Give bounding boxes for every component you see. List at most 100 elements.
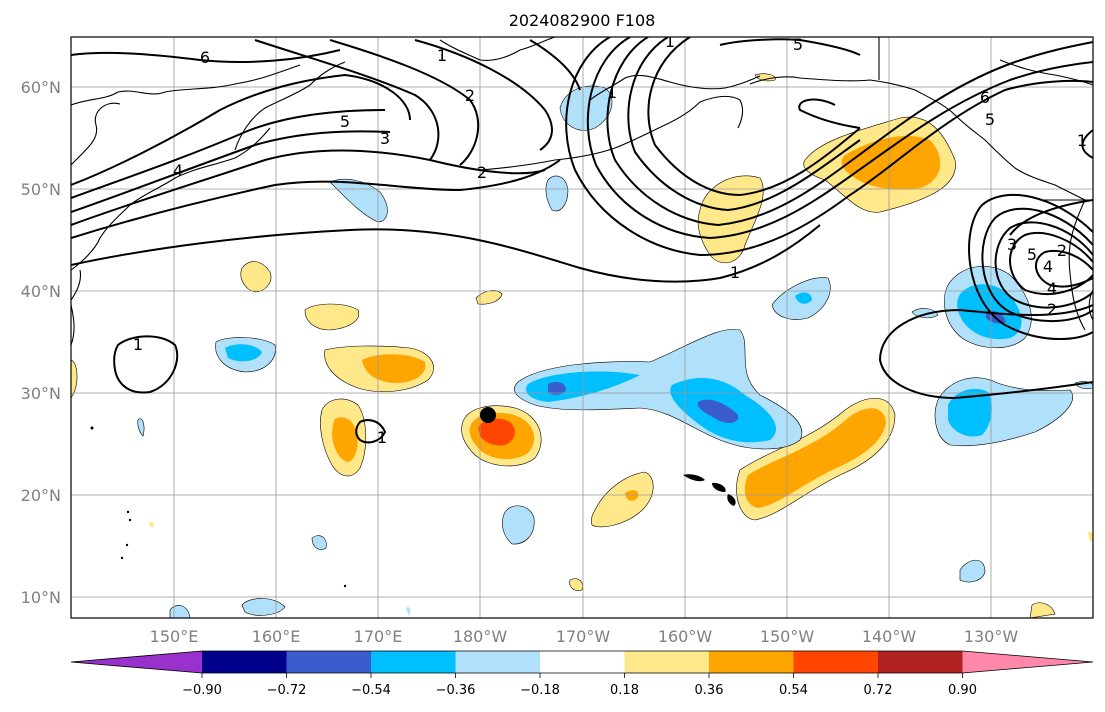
contour-label: 3	[1007, 235, 1017, 254]
longitude-labels: 150°E 160°E 170°E 180°W 170°W 160°W 150°…	[150, 627, 1019, 646]
negative-anomaly-region	[311, 535, 327, 550]
lon-label: 150°E	[150, 627, 199, 646]
contour-labels: 6 1 2 5 4 3 2 1 5 6 5 1 2 3 4 5 4 2 1 1 …	[133, 32, 1087, 447]
lon-label: 170°E	[354, 627, 403, 646]
colorbar-segment	[202, 651, 287, 673]
contour-label: 1	[437, 46, 447, 65]
lat-label: 60°N	[21, 78, 61, 97]
negative-anomaly-region	[406, 606, 411, 616]
positive-anomaly-region	[625, 490, 639, 501]
negative-anomaly-region	[502, 505, 535, 545]
positive-anomaly-region	[148, 521, 154, 528]
colorbar-tick-label: 0.54	[779, 683, 808, 698]
colorbar-tick-label: −0.36	[436, 683, 476, 698]
contour-label: 1	[133, 335, 143, 354]
contour-label: 1	[1077, 131, 1087, 150]
colorbar-tick-label: −0.18	[520, 683, 560, 698]
contour-label: 2	[1057, 241, 1067, 260]
negative-anomaly-region	[548, 382, 566, 395]
colorbar-segment	[709, 651, 794, 673]
lon-label: 160°E	[252, 627, 301, 646]
lat-label: 50°N	[21, 180, 61, 199]
negative-anomaly-region	[225, 344, 262, 362]
lon-label: 150°W	[760, 627, 815, 646]
latitude-labels: 10°N 20°N 30°N 40°N 50°N 60°N	[21, 78, 61, 607]
gridlines	[71, 37, 1093, 618]
colorbar-tick-label: −0.72	[267, 683, 307, 698]
colorbar-tick-label: −0.54	[351, 683, 391, 698]
positive-anomaly-region	[240, 261, 272, 293]
positive-anomaly-region	[304, 303, 360, 331]
contour-label: 5	[1027, 245, 1037, 264]
colorbar-extend-low	[71, 651, 202, 673]
colorbar-segment	[455, 651, 540, 673]
contour-label: 1	[730, 263, 740, 282]
contour-label: 2	[1047, 300, 1057, 319]
contour-label: 1	[665, 32, 675, 51]
contour-label: 5	[793, 35, 803, 54]
map-panel: 6 1 2 5 4 3 2 1 5 6 5 1 2 3 4 5 4 2 1 1 …	[71, 32, 1093, 618]
lon-label: 140°W	[862, 627, 917, 646]
contour-label: 5	[985, 110, 995, 129]
lat-label: 10°N	[21, 588, 61, 607]
colorbar-tick-label: −0.90	[182, 683, 222, 698]
contour-label: 4	[173, 161, 183, 180]
colorbar-tick-label: 0.72	[864, 683, 893, 698]
storm-center-marker	[480, 407, 496, 423]
lon-label: 130°W	[964, 627, 1019, 646]
contour-label: 6	[200, 48, 210, 67]
contour-label: 5	[340, 112, 350, 131]
contour-label: 1	[377, 428, 387, 447]
lat-label: 20°N	[21, 486, 61, 505]
colorbar-segment	[793, 651, 878, 673]
lat-label: 40°N	[21, 282, 61, 301]
negative-anomaly-region	[137, 418, 145, 437]
positive-anomaly-region	[475, 290, 503, 305]
negative-anomaly-region	[948, 388, 992, 437]
colorbar-segment	[371, 651, 456, 673]
positive-anomaly-region	[1029, 602, 1056, 618]
colorbar: −0.90 −0.72 −0.54 −0.36 −0.18 0.18 0.36 …	[70, 650, 1094, 698]
colorbar-segment	[540, 651, 625, 673]
positive-anomaly-region	[754, 73, 776, 82]
colorbar-extend-high	[962, 651, 1093, 673]
negative-anomaly-region	[241, 598, 286, 616]
contour-label: 2	[477, 163, 487, 182]
colorbar-tick-label: 0.18	[610, 683, 639, 698]
lon-label: 180°W	[453, 627, 508, 646]
negative-anomaly-region	[169, 605, 191, 618]
contour-lines	[71, 37, 1093, 444]
negative-anomaly-region	[697, 399, 739, 423]
colorbar-segment	[878, 651, 963, 673]
colorbar-tick-label: 0.36	[695, 683, 724, 698]
negative-anomaly-region	[959, 559, 986, 583]
contour-label: 2	[465, 86, 475, 105]
contour-label: 4	[1047, 279, 1057, 298]
positive-anomaly-region	[590, 471, 654, 528]
positive-anomaly-region	[1088, 531, 1093, 542]
colorbar-segment	[286, 651, 371, 673]
negative-anomaly-region	[545, 175, 569, 212]
positive-anomaly-region	[332, 417, 358, 462]
negative-anomaly-region	[329, 179, 388, 223]
positive-anomaly-region	[744, 408, 886, 508]
colorbar-tick-label: 0.90	[948, 683, 977, 698]
lon-label: 170°W	[556, 627, 611, 646]
anomaly-shading	[71, 73, 1093, 618]
negative-anomaly-region	[559, 85, 613, 131]
map-title: 2024082900 F108	[509, 11, 656, 30]
positive-anomaly-region	[478, 418, 515, 446]
contour-label: 6	[980, 88, 990, 107]
map-border	[70, 36, 1094, 619]
positive-anomaly-region	[569, 578, 583, 591]
contour-label: 1	[607, 83, 617, 102]
contour-label: 3	[380, 129, 390, 148]
positive-anomaly-region	[697, 175, 764, 264]
contour-label: 4	[1043, 257, 1053, 276]
islands	[90, 426, 736, 588]
lat-label: 30°N	[21, 384, 61, 403]
lon-label: 160°W	[658, 627, 713, 646]
negative-anomaly-region	[795, 292, 812, 304]
colorbar-segment	[624, 651, 709, 673]
